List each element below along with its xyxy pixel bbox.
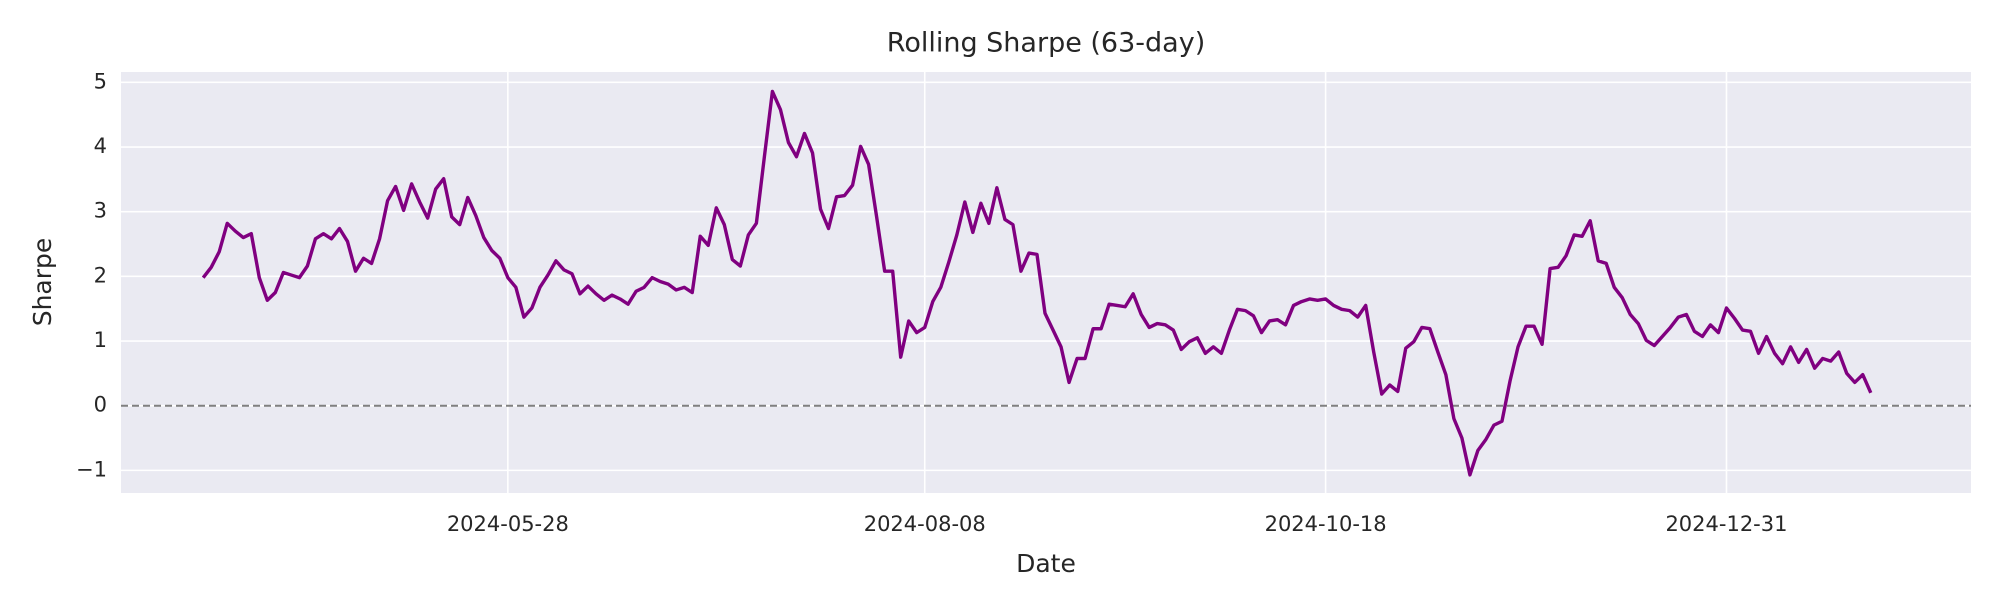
x-axis-label: Date: [1016, 549, 1076, 578]
data-line: [201, 89, 1873, 477]
y-tick-label: 0: [94, 393, 107, 417]
y-tick-label: 4: [94, 134, 107, 158]
y-tick-label: −1: [76, 457, 107, 481]
y-tick-label: 1: [94, 328, 107, 352]
x-tick-label: 2024-12-31: [1665, 512, 1787, 536]
x-tick-label: 2024-10-18: [1265, 512, 1387, 536]
y-tick-label: 2: [94, 263, 107, 287]
y-tick-label: 5: [94, 69, 107, 93]
x-tick-label: 2024-05-28: [447, 512, 569, 536]
plot-area: [121, 72, 1971, 493]
y-tick-label: 3: [94, 199, 107, 223]
chart-title: Rolling Sharpe (63-day): [887, 28, 1205, 59]
x-tick-label: 2024-08-08: [864, 512, 986, 536]
y-axis-label: Sharpe: [28, 238, 57, 327]
